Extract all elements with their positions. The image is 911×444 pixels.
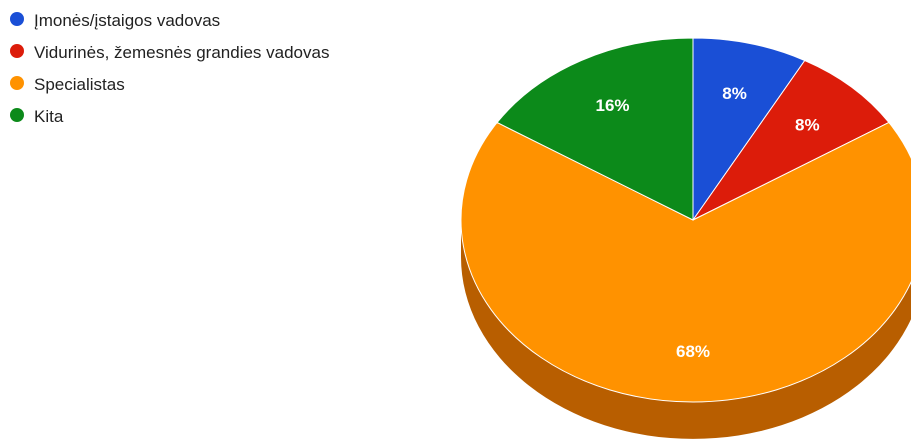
pie-slice-2[interactable] [460,121,911,403]
pie-slice-0[interactable] [692,37,806,222]
slice-label-0: 8% [722,84,747,103]
legend-label: Kita [34,107,64,126]
pie-slice-1[interactable] [692,59,890,221]
legend-label: Įmonės/įstaigos vadovas [34,11,221,30]
legend-swatch-red [10,44,24,58]
legend-item-imones-vadovas[interactable]: Įmonės/įstaigos vadovas [10,8,370,34]
legend-swatch-orange [10,76,24,90]
slice-label-1: 8% [795,115,820,134]
legend-swatch-green [10,108,24,122]
slice-label-2: 68% [676,342,710,361]
pie-slice-3[interactable] [496,37,694,221]
legend-item-specialistas[interactable]: Specialistas [10,72,370,98]
legend-label: Specialistas [34,75,125,94]
legend-label: Vidurinės, žemesnės grandies vadovas [34,43,330,62]
legend-item-vidurines-grandies-vadovas[interactable]: Vidurinės, žemesnės grandies vadovas [10,40,370,66]
legend-item-kita[interactable]: Kita [10,104,370,130]
slice-label-3: 16% [596,96,630,115]
chart-legend: Įmonės/įstaigos vadovas Vidurinės, žemes… [10,8,370,136]
legend-swatch-blue [10,12,24,26]
pie-side-2 [461,220,911,439]
